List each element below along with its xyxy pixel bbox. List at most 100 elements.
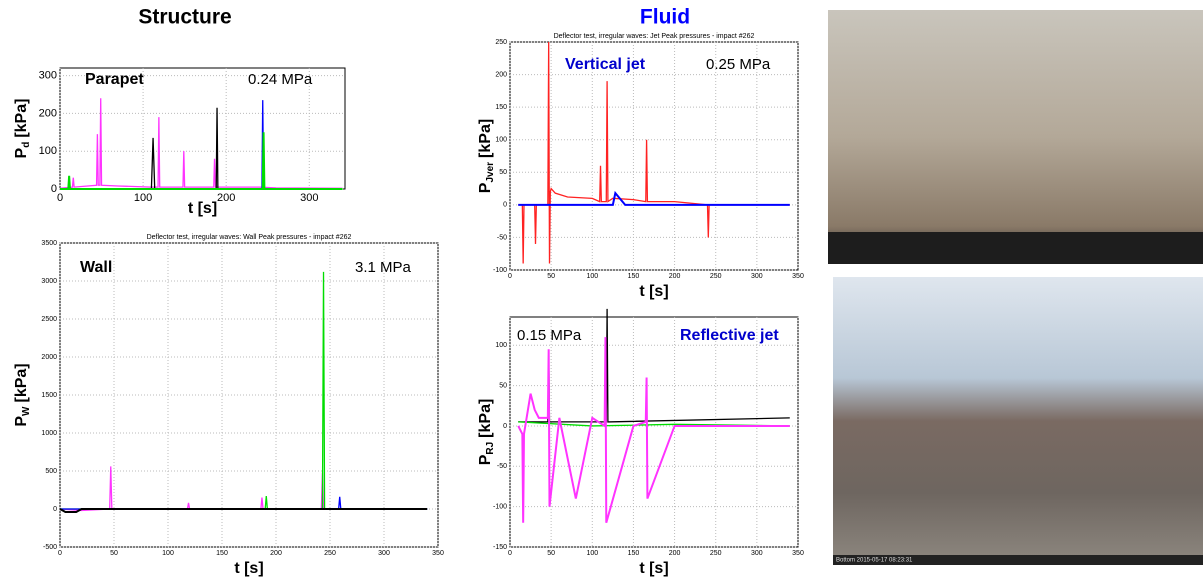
heading: Structure bbox=[138, 6, 231, 29]
y-tick-label: 100 bbox=[495, 137, 507, 144]
x-tick-label: 350 bbox=[432, 550, 444, 557]
y-axis-label: PW [kPa] bbox=[13, 363, 31, 426]
annotation: 0.25 MPa bbox=[706, 56, 771, 73]
photo-caption: Bottom 2015-05-17 08:23:31 bbox=[836, 558, 913, 564]
x-tick-label: 300 bbox=[751, 273, 763, 280]
x-tick-label: 100 bbox=[162, 550, 174, 557]
x-tick-label: 300 bbox=[751, 550, 763, 557]
panel-label: Vertical jet bbox=[565, 56, 646, 73]
x-axis-label: t [s] bbox=[639, 560, 668, 577]
x-tick-label: 50 bbox=[547, 550, 555, 557]
annotation: 0.15 MPa bbox=[517, 327, 582, 344]
x-tick-label: 200 bbox=[669, 273, 681, 280]
x-tick-label: 200 bbox=[669, 550, 681, 557]
x-tick-label: 350 bbox=[792, 550, 804, 557]
panel-label: Reflective jet bbox=[680, 327, 779, 344]
chart-title: Deflector test, irregular waves: Jet Pea… bbox=[554, 33, 755, 40]
y-axis-symbol: P bbox=[477, 182, 494, 193]
x-axis-label: t [s] bbox=[234, 560, 263, 577]
y-tick-label: 0 bbox=[503, 202, 507, 209]
x-tick-label: 50 bbox=[547, 273, 555, 280]
x-tick-label: 100 bbox=[134, 192, 152, 204]
y-tick-label: 1500 bbox=[41, 392, 57, 399]
annotation: 3.1 MPa bbox=[355, 259, 412, 276]
x-tick-label: 100 bbox=[586, 550, 598, 557]
y-tick-label: -50 bbox=[497, 463, 507, 470]
panel-label: Parapet bbox=[85, 71, 144, 88]
y-tick-label: 1000 bbox=[41, 430, 57, 437]
photo bbox=[828, 10, 1203, 264]
series-line bbox=[59, 508, 428, 514]
x-tick-label: 150 bbox=[628, 273, 640, 280]
annotation: 0.24 MPa bbox=[248, 71, 313, 88]
y-axis-unit: [kPa] bbox=[477, 399, 494, 438]
x-axis-label: t [s] bbox=[639, 283, 668, 300]
y-tick-label: 150 bbox=[495, 104, 507, 111]
y-tick-label: -500 bbox=[43, 544, 57, 551]
chart: 0 50 100 150 200 250 300 350 -150 -100 -50 0 50 100 Re… bbox=[477, 308, 804, 577]
y-axis-subscript: d bbox=[21, 142, 32, 148]
photo bbox=[833, 277, 1203, 565]
x-tick-label: 100 bbox=[586, 273, 598, 280]
y-axis-symbol: P bbox=[13, 147, 30, 158]
y-axis-label: PJver [kPa] bbox=[477, 119, 495, 193]
series-line bbox=[60, 132, 343, 190]
series-line bbox=[517, 337, 790, 524]
x-tick-label: 350 bbox=[792, 273, 804, 280]
y-tick-label: 2000 bbox=[41, 354, 57, 361]
x-tick-label: 0 bbox=[58, 550, 62, 557]
chart: 0 100 200 300 0 100 200 300 Parapet 0.24 MPa t [s]… bbox=[13, 67, 346, 217]
chart-title: Deflector test, irregular waves: Wall Pe… bbox=[147, 234, 352, 241]
plot-area bbox=[509, 41, 799, 271]
y-tick-label: 100 bbox=[39, 145, 57, 157]
y-axis-subscript: W bbox=[21, 406, 32, 416]
x-tick-label: 200 bbox=[217, 192, 235, 204]
heading: Fluid bbox=[640, 6, 690, 29]
x-tick-label: 50 bbox=[110, 550, 118, 557]
y-tick-label: -150 bbox=[493, 544, 507, 551]
plot-area bbox=[59, 67, 346, 190]
series-line bbox=[518, 41, 790, 264]
y-tick-label: 3500 bbox=[41, 240, 57, 247]
x-tick-label: 150 bbox=[216, 550, 228, 557]
x-tick-label: 150 bbox=[628, 550, 640, 557]
chart: 0 50 100 150 200 250 300 350-500050010001500200… bbox=[13, 234, 444, 577]
y-tick-label: 0 bbox=[53, 506, 57, 513]
y-axis-symbol: P bbox=[13, 416, 30, 427]
x-axis-label: t [s] bbox=[188, 200, 217, 217]
series-line bbox=[518, 190, 790, 206]
x-tick-label: 250 bbox=[324, 550, 336, 557]
y-tick-label: 250 bbox=[495, 39, 507, 46]
photo-caption-bar bbox=[833, 555, 1203, 565]
y-tick-label: 0 bbox=[503, 423, 507, 430]
y-axis-label: Pd [kPa] bbox=[13, 99, 31, 159]
x-tick-label: 300 bbox=[300, 192, 318, 204]
x-tick-label: 0 bbox=[508, 550, 512, 557]
y-tick-label: 300 bbox=[39, 69, 57, 81]
panel-label: Wall bbox=[80, 259, 112, 276]
chart: 0 50 100 150 200 250 300 350 -100 -50 0 50 100 150 200… bbox=[477, 33, 804, 300]
y-tick-label: 50 bbox=[499, 382, 507, 389]
y-axis-unit: [kPa] bbox=[13, 99, 30, 138]
y-tick-label: 0 bbox=[51, 183, 57, 195]
y-tick-label: -100 bbox=[493, 503, 507, 510]
y-axis-symbol: P bbox=[477, 454, 494, 465]
y-tick-label: 100 bbox=[495, 342, 507, 349]
y-tick-label: 500 bbox=[45, 468, 57, 475]
y-tick-label: -50 bbox=[497, 234, 507, 241]
x-tick-label: 200 bbox=[270, 550, 282, 557]
y-tick-label: -100 bbox=[493, 267, 507, 274]
plot-area bbox=[509, 316, 799, 548]
y-axis-unit: [kPa] bbox=[477, 119, 494, 158]
y-axis-label: PRJ [kPa] bbox=[477, 399, 495, 466]
x-tick-label: 300 bbox=[378, 550, 390, 557]
y-tick-label: 200 bbox=[495, 71, 507, 78]
y-tick-label: 2500 bbox=[41, 316, 57, 323]
x-tick-label: 250 bbox=[710, 550, 722, 557]
y-tick-label: 200 bbox=[39, 107, 57, 119]
y-tick-label: 50 bbox=[499, 169, 507, 176]
photo-rail bbox=[828, 232, 1203, 264]
x-tick-label: 0 bbox=[57, 192, 63, 204]
x-tick-label: 250 bbox=[710, 273, 722, 280]
